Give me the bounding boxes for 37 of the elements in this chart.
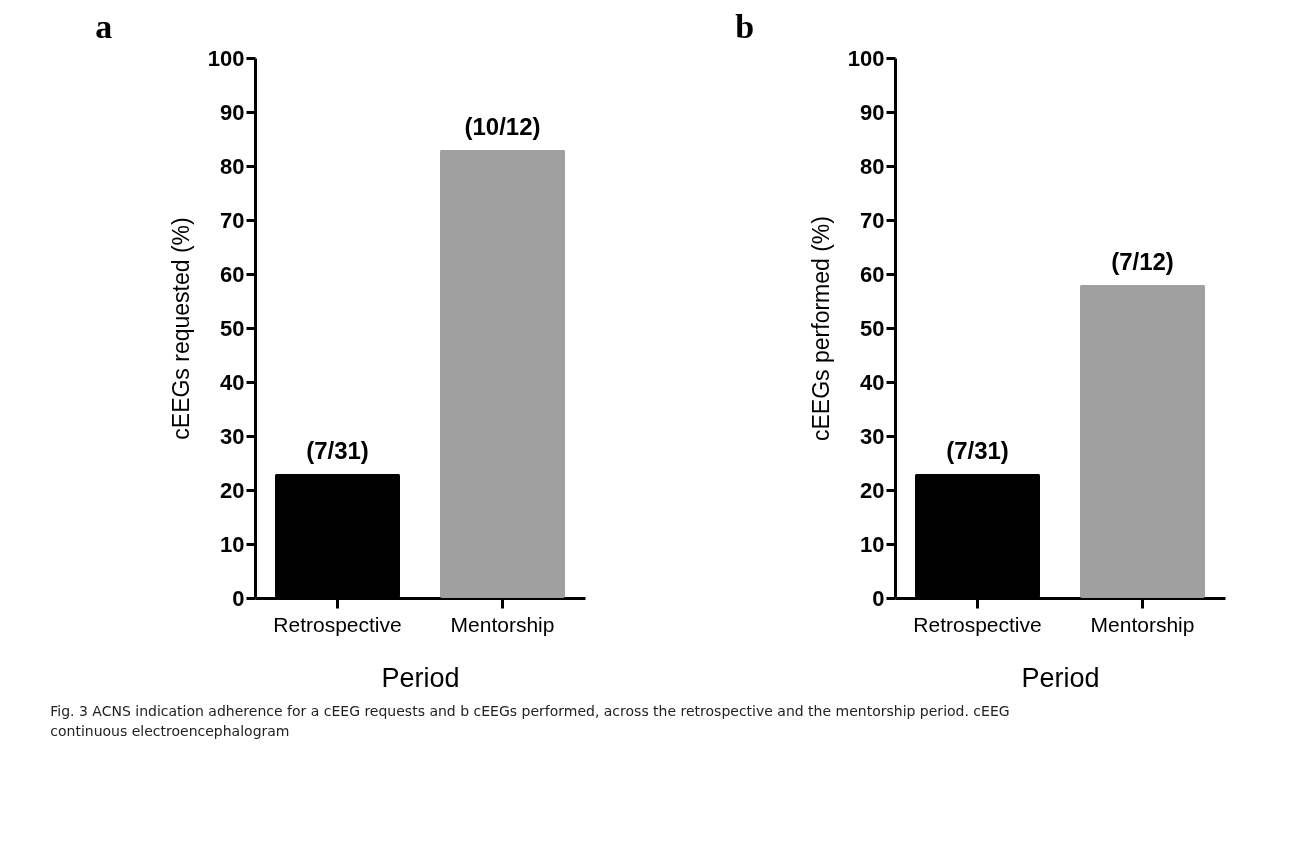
chart-title: b xyxy=(735,8,755,45)
y-tick-label: 30 xyxy=(860,423,885,449)
y-tick-label: 80 xyxy=(860,153,885,179)
y-tick-label: 100 xyxy=(207,45,245,71)
y-tick-label: 20 xyxy=(860,477,885,503)
x-axis-title: Period xyxy=(1021,662,1100,693)
y-tick-label: 30 xyxy=(220,423,245,449)
data-label: (10/12) xyxy=(464,112,541,140)
y-tick-label: 10 xyxy=(220,531,245,557)
x-axis-title: Period xyxy=(381,662,460,693)
y-axis-title: cEEGs performed (%) xyxy=(807,216,834,441)
y-tick-label: 0 xyxy=(872,585,885,611)
y-tick-label: 0 xyxy=(232,585,245,611)
y-tick-label: 10 xyxy=(860,531,885,557)
y-tick-label: 90 xyxy=(220,99,245,125)
x-tick-label: Mentorship xyxy=(1090,612,1195,636)
y-tick-label: 100 xyxy=(847,45,885,71)
y-tick-label: 50 xyxy=(220,315,245,341)
caption: Fig. 3 ACNS indication adherence for a cEEG requests and b cEEGs performed, across the retrospective and the mentorship period. cEEG continuous electroencephalogram xyxy=(50,703,1010,739)
y-tick-label: 70 xyxy=(860,207,885,233)
y-tick-label: 80 xyxy=(220,153,245,179)
y-axis-title: cEEGs requested (%) xyxy=(167,217,194,440)
y-tick-label: 50 xyxy=(860,315,885,341)
y-tick-label: 70 xyxy=(220,207,245,233)
y-tick-label: 40 xyxy=(860,369,885,395)
y-tick-label: 90 xyxy=(860,99,885,125)
data-label: (7/31) xyxy=(306,436,369,464)
data-label: (7/31) xyxy=(946,436,1009,464)
y-tick-label: 20 xyxy=(220,477,245,503)
data-label: (7/12) xyxy=(1111,247,1174,275)
y-tick-label: 60 xyxy=(860,261,885,287)
x-tick-label: Retrospective xyxy=(913,612,1042,636)
y-tick-label: 40 xyxy=(220,369,245,395)
y-tick-label: 60 xyxy=(220,261,245,287)
x-tick-label: Retrospective xyxy=(273,612,402,636)
x-tick-label: Mentorship xyxy=(450,612,555,636)
chart-title: a xyxy=(95,8,113,45)
